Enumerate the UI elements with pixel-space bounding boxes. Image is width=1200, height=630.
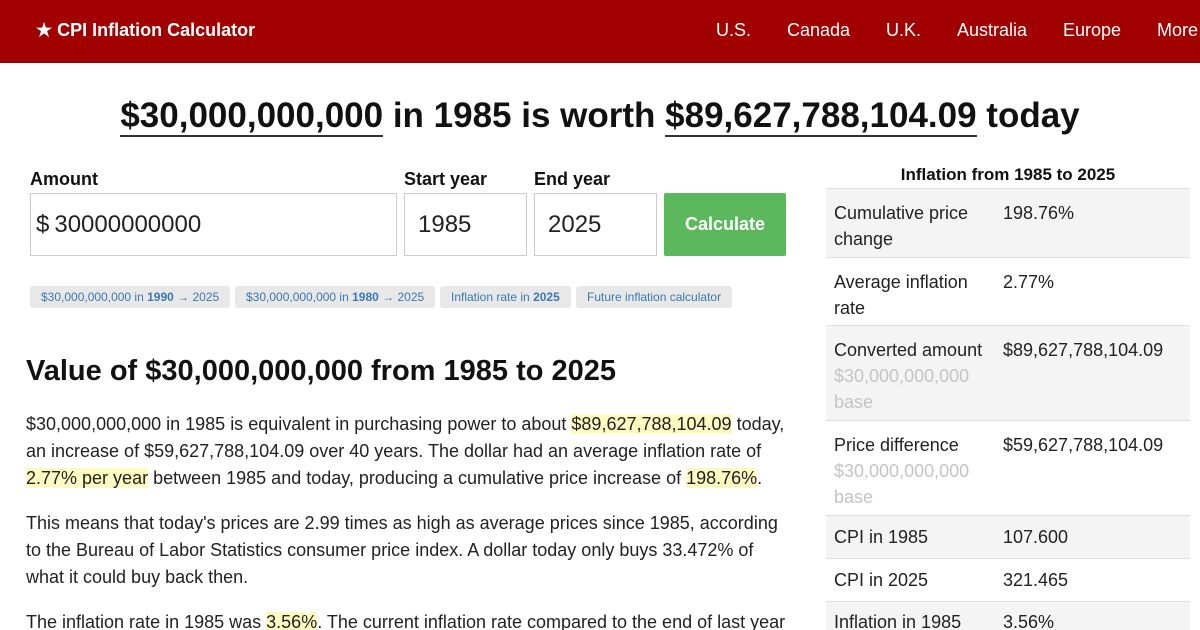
amount-input[interactable]: $30000000000 <box>30 193 397 256</box>
headline-result: $89,627,788,104.09 <box>665 96 977 137</box>
stat-label: Inflation in 1985 <box>834 612 962 630</box>
stat-sublabel: $30,000,000,000 base <box>834 366 970 412</box>
stat-label: Cumulative price change <box>834 203 969 249</box>
calculate-button[interactable]: Calculate <box>664 193 786 256</box>
end-year-value: 2025 <box>548 210 602 238</box>
currency-symbol: $ <box>36 210 50 238</box>
stat-row-difference: Price difference $30,000,000,000 base $59… <box>826 420 1190 515</box>
sidebar-title: Inflation from 1985 to 2025 <box>900 165 1116 184</box>
stat-row-cpi-start: CPI in 1985 107.600 <box>826 515 1190 558</box>
highlight-value: 3.56% <box>266 612 318 630</box>
headline-middle: in 1985 is worth <box>383 96 666 135</box>
text: between 1985 and today, producing a cumu… <box>148 468 687 488</box>
stat-label-text: Converted amount <box>834 340 983 360</box>
chip-text: Inflation rate in <box>451 290 534 304</box>
page-title: $30,000,000,000 in 1985 is worth $89,627… <box>0 96 1200 137</box>
chip-link-1990[interactable]: $30,000,000,000 in 1990 → 2025 <box>30 286 231 308</box>
stat-row-average-rate: Average inflation rate 2.77% <box>826 257 1190 325</box>
stat-label: CPI in 2025 <box>834 570 929 590</box>
stat-value: 107.600 <box>1003 527 1069 547</box>
chip-text: $30,000,000,000 in <box>246 290 353 304</box>
stat-label-text: Price difference <box>834 435 959 455</box>
nav-link-canada[interactable]: Canada <box>787 20 851 40</box>
amount-value: 30000000000 <box>54 210 202 238</box>
chip-text: $30,000,000,000 in <box>41 290 148 304</box>
chip-year: 1980 <box>352 290 379 304</box>
nav-link-uk[interactable]: U.K. <box>886 20 922 40</box>
inflation-rate-paragraph: The inflation rate in 1985 was 3.56%. Th… <box>26 609 796 630</box>
explanation-paragraph: This means that today's prices are 2.99 … <box>26 513 778 587</box>
stat-value: 321.465 <box>1003 570 1069 590</box>
text: . The current inflation rate compared to… <box>317 612 786 630</box>
chip-year: 2025 <box>533 290 560 304</box>
stat-value: $59,627,788,104.09 <box>1003 435 1164 455</box>
start-year-input[interactable]: 1985 <box>404 193 527 256</box>
highlight-value: $89,627,788,104.09 <box>571 414 732 434</box>
highlight-value: 198.76% <box>686 468 758 488</box>
chip-link-1980[interactable]: $30,000,000,000 in 1980 → 2025 <box>235 286 436 308</box>
stat-value: 2.77% <box>1003 272 1055 292</box>
highlight-value: 2.77% per year <box>26 468 149 488</box>
headline-amount: $30,000,000,000 <box>120 96 384 137</box>
chip-link-inflation-rate[interactable]: Inflation rate in 2025 <box>440 286 571 308</box>
stat-label: Converted amount $30,000,000,000 base <box>834 337 992 415</box>
stat-row-inflation-start: Inflation in 1985 3.56% <box>826 601 1190 630</box>
start-year-value: 1985 <box>418 210 472 238</box>
end-year-label: End year <box>534 169 611 189</box>
text: $30,000,000,000 in 1985 is equivalent in… <box>26 414 572 434</box>
stat-row-cumulative: Cumulative price change 198.76% <box>826 188 1190 257</box>
nav-link-us[interactable]: U.S. <box>716 20 752 40</box>
text: The inflation rate in 1985 was <box>26 612 267 630</box>
start-year-label: Start year <box>404 169 488 189</box>
stat-row-cpi-end: CPI in 2025 321.465 <box>826 558 1190 601</box>
nav-link-europe[interactable]: Europe <box>1063 20 1122 40</box>
stat-label: Average inflation rate <box>834 272 968 318</box>
nav-link-australia[interactable]: Australia <box>957 20 1028 40</box>
stat-value: $89,627,788,104.09 <box>1003 340 1164 360</box>
summary-paragraph: $30,000,000,000 in 1985 is equivalent in… <box>26 411 796 492</box>
chip-year: 1990 <box>147 290 174 304</box>
chip-text: → 2025 <box>378 290 425 304</box>
text: today, an increase of $59,627,788,104.09… <box>26 414 785 461</box>
stat-value: 3.56% <box>1003 612 1055 630</box>
stat-sublabel: $30,000,000,000 base <box>834 461 970 507</box>
nav-link-more[interactable]: More <box>1157 20 1199 40</box>
section-heading: Value of $30,000,000,000 from 1985 to 20… <box>26 355 617 387</box>
chip-text: Future inflation calculator <box>587 290 722 304</box>
stat-value: 198.76% <box>1003 203 1075 223</box>
top-nav-bar: ★ CPI Inflation Calculator U.S. Canada U… <box>0 0 1200 63</box>
chip-link-future-calculator[interactable]: Future inflation calculator <box>576 286 733 308</box>
stat-label: CPI in 1985 <box>834 527 929 547</box>
headline-suffix: today <box>976 96 1080 135</box>
stat-label: Price difference $30,000,000,000 base <box>834 432 992 510</box>
chip-text: → 2025 <box>173 290 220 304</box>
end-year-input[interactable]: 2025 <box>534 193 657 256</box>
stat-row-converted: Converted amount $30,000,000,000 base $89… <box>826 325 1190 420</box>
site-logo-link[interactable]: ★ CPI Inflation Calculator <box>36 20 256 40</box>
text: . <box>757 468 763 488</box>
amount-label: Amount <box>30 169 98 189</box>
